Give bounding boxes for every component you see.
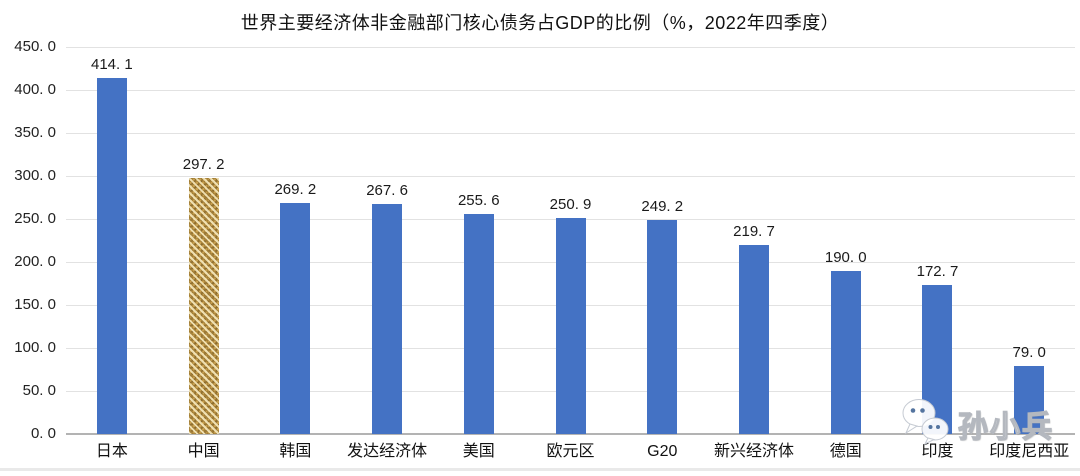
category-label: 印度 bbox=[921, 443, 954, 460]
bar bbox=[830, 270, 861, 434]
bar bbox=[372, 203, 403, 434]
bar bbox=[555, 218, 586, 434]
x-axis-line bbox=[66, 433, 1075, 435]
value-label: 414. 1 bbox=[91, 55, 133, 73]
value-label: 219. 7 bbox=[733, 223, 775, 241]
plot-area: 414. 1 297. 2 269. 2 267. 6 255. 6 250. 9 249.… bbox=[66, 47, 1075, 435]
bar-column: 297. 2 bbox=[158, 47, 250, 434]
bar bbox=[647, 219, 678, 434]
value-label: 190. 0 bbox=[824, 248, 867, 266]
value-label: 250. 9 bbox=[549, 196, 592, 214]
bar-column: 414. 1 bbox=[66, 47, 158, 434]
gridline bbox=[66, 133, 1075, 134]
bar-column: 269. 2 bbox=[249, 47, 341, 434]
bar bbox=[463, 214, 494, 434]
y-axis-labels: 450. 0 400. 0 350. 0 300. 0 250. 0 200. 0 150.… bbox=[0, 38, 56, 442]
value-label: 172. 7 bbox=[916, 263, 959, 281]
bar bbox=[922, 285, 953, 434]
category-label: 印度尼西亚 bbox=[989, 443, 1070, 460]
category-label: G20 bbox=[647, 443, 678, 460]
value-label: 79. 0 bbox=[1012, 344, 1046, 362]
y-tick-label: 450. 0 bbox=[14, 38, 56, 55]
bar-column: 255. 6 bbox=[433, 47, 525, 434]
y-tick-label: 50. 0 bbox=[22, 381, 56, 399]
bar-column: 219. 7 bbox=[708, 47, 800, 434]
category-label: 欧元区 bbox=[546, 443, 595, 460]
gridline bbox=[66, 47, 1075, 48]
value-label: 267. 6 bbox=[366, 181, 408, 199]
bar bbox=[280, 202, 311, 434]
category-label: 中国 bbox=[187, 443, 220, 460]
category-label: 韩国 bbox=[279, 443, 312, 460]
category-label: 发达经济体 bbox=[347, 443, 428, 460]
category-axis: 日本 中国 韩国 发达经济体 美国 欧元区 G20 新兴经济体 德国 印度 印度尼西亚 bbox=[66, 442, 1075, 464]
bar-column: 190. 0 bbox=[800, 47, 892, 434]
bar bbox=[96, 77, 127, 434]
bar bbox=[1014, 366, 1045, 434]
bar-column: 172. 7 bbox=[892, 47, 984, 434]
y-tick-label: 150. 0 bbox=[14, 295, 56, 313]
gridline bbox=[66, 175, 1075, 177]
y-tick-label: 300. 0 bbox=[14, 166, 56, 184]
bar bbox=[188, 178, 219, 434]
value-label: 255. 6 bbox=[457, 192, 500, 210]
y-tick-label: 0. 0 bbox=[30, 425, 56, 442]
bar-column: 79. 0 bbox=[983, 47, 1075, 434]
value-label: 269. 2 bbox=[274, 180, 317, 198]
chart-title: 世界主要经济体非金融部门核心债务占GDP的比例（%，2022年四季度） bbox=[240, 13, 840, 33]
category-label: 美国 bbox=[462, 443, 495, 460]
category-label: 日本 bbox=[95, 443, 128, 460]
y-tick-label: 250. 0 bbox=[14, 209, 56, 227]
bottom-divider bbox=[0, 468, 1080, 471]
bar-column: 250. 9 bbox=[525, 47, 617, 434]
bar-column: 267. 6 bbox=[341, 47, 433, 434]
bar-column: 249. 2 bbox=[616, 47, 708, 434]
value-label: 249. 2 bbox=[641, 197, 684, 215]
category-label: 德国 bbox=[829, 443, 862, 460]
y-tick-label: 200. 0 bbox=[14, 253, 56, 270]
y-tick-label: 100. 0 bbox=[14, 339, 56, 356]
bars: 414. 1 297. 2 269. 2 267. 6 255. 6 250. 9 249.… bbox=[66, 47, 1075, 434]
y-tick-label: 400. 0 bbox=[14, 80, 56, 98]
value-label: 297. 2 bbox=[182, 156, 225, 174]
category-label: 新兴经济体 bbox=[714, 443, 795, 460]
y-tick-label: 350. 0 bbox=[14, 123, 56, 141]
gridline bbox=[66, 90, 1075, 91]
bar bbox=[739, 245, 769, 434]
